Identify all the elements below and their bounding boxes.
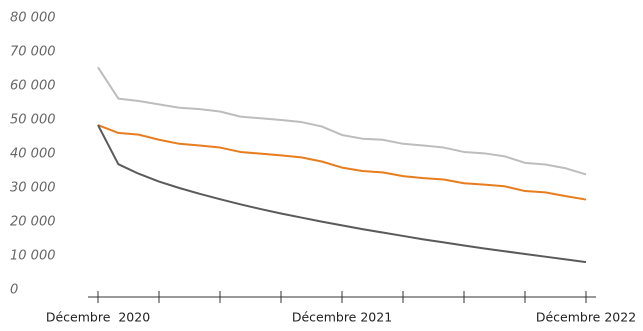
y-tick-label: 20 000 bbox=[10, 215, 56, 230]
y-tick-label: 10 000 bbox=[10, 249, 56, 264]
y-tick-label: 40 000 bbox=[10, 147, 56, 162]
line-series bbox=[97, 124, 587, 264]
y-tick-label: 30 000 bbox=[10, 181, 56, 196]
line-series bbox=[97, 124, 587, 201]
y-tick-label: 50 000 bbox=[10, 113, 56, 128]
x-tick-label: Décembre 2021 bbox=[292, 310, 392, 325]
x-tick-label: Décembre 2020 bbox=[46, 310, 150, 325]
y-tick-label: 0 bbox=[10, 283, 18, 298]
y-tick-label: 60 000 bbox=[10, 79, 56, 94]
y-tick-label: 70 000 bbox=[10, 45, 56, 60]
x-tick-label: Décembre 2022 bbox=[536, 310, 636, 325]
y-tick-label: 80 000 bbox=[10, 11, 56, 26]
line-series bbox=[97, 66, 587, 176]
